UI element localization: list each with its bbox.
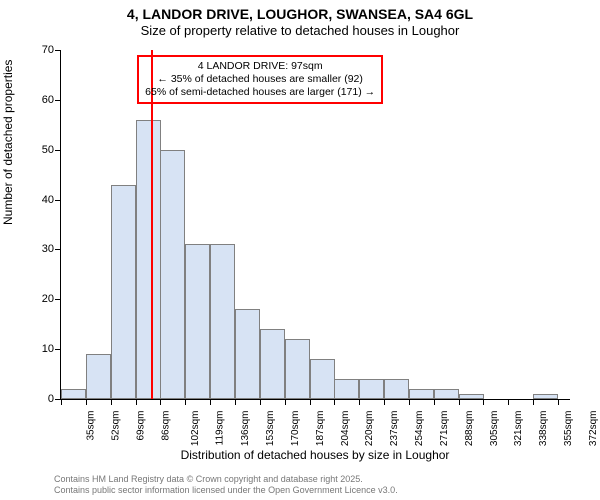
x-tick-label: 136sqm: [240, 411, 251, 447]
y-tick-label: 40: [24, 194, 54, 206]
y-tick-label: 20: [24, 293, 54, 305]
chart-container: { "title": { "line1": "4, LANDOR DRIVE, …: [0, 0, 600, 500]
histogram-bar: [136, 120, 161, 399]
x-tick: [86, 399, 87, 405]
y-tick: [55, 249, 61, 250]
x-tick: [310, 399, 311, 405]
x-tick-label: 372sqm: [588, 411, 599, 447]
x-tick: [434, 399, 435, 405]
x-tick-label: 187sqm: [315, 411, 326, 447]
x-tick-label: 69sqm: [136, 411, 147, 441]
y-tick-label: 0: [24, 393, 54, 405]
histogram-bar: [384, 379, 409, 399]
x-tick: [483, 399, 484, 405]
x-tick-label: 254sqm: [414, 411, 425, 447]
x-tick: [160, 399, 161, 405]
x-tick-label: 237sqm: [389, 411, 400, 447]
y-tick-label: 10: [24, 343, 54, 355]
y-tick: [55, 150, 61, 151]
x-tick-label: 220sqm: [364, 411, 375, 447]
annotation-box: 4 LANDOR DRIVE: 97sqm← 35% of detached h…: [137, 55, 383, 104]
x-tick-label: 204sqm: [340, 411, 351, 447]
x-tick: [111, 399, 112, 405]
histogram-bar: [459, 394, 484, 399]
histogram-bar: [160, 150, 185, 399]
histogram-bar: [86, 354, 111, 399]
attribution-line-2: Contains public sector information licen…: [54, 485, 398, 496]
x-axis-label: Distribution of detached houses by size …: [60, 448, 570, 462]
y-tick: [55, 50, 61, 51]
x-tick-label: 102sqm: [190, 411, 201, 447]
x-tick: [210, 399, 211, 405]
x-tick: [384, 399, 385, 405]
histogram-bar: [185, 244, 210, 399]
x-tick: [359, 399, 360, 405]
histogram-bar: [260, 329, 285, 399]
y-tick-label: 50: [24, 144, 54, 156]
histogram-bar: [210, 244, 235, 399]
histogram-bar: [359, 379, 384, 399]
histogram-bar: [434, 389, 459, 399]
y-tick: [55, 100, 61, 101]
x-tick-label: 338sqm: [538, 411, 549, 447]
x-tick: [459, 399, 460, 405]
x-tick: [61, 399, 62, 405]
x-tick-label: 305sqm: [489, 411, 500, 447]
attribution-text: Contains HM Land Registry data © Crown c…: [54, 474, 398, 496]
x-tick-label: 153sqm: [265, 411, 276, 447]
x-tick: [533, 399, 534, 405]
attribution-line-1: Contains HM Land Registry data © Crown c…: [54, 474, 398, 485]
x-tick: [409, 399, 410, 405]
y-tick: [55, 299, 61, 300]
title-line-1: 4, LANDOR DRIVE, LOUGHOR, SWANSEA, SA4 6…: [0, 6, 600, 22]
y-tick: [55, 349, 61, 350]
histogram-bar: [235, 309, 260, 399]
annotation-line: ← 35% of detached houses are smaller (92…: [145, 73, 375, 86]
x-tick: [508, 399, 509, 405]
histogram-bar: [334, 379, 359, 399]
y-tick: [55, 200, 61, 201]
chart-title: 4, LANDOR DRIVE, LOUGHOR, SWANSEA, SA4 6…: [0, 6, 600, 38]
x-tick: [136, 399, 137, 405]
x-tick-label: 52sqm: [111, 411, 122, 441]
x-tick-label: 170sqm: [290, 411, 301, 447]
title-line-2: Size of property relative to detached ho…: [0, 23, 600, 38]
x-tick: [235, 399, 236, 405]
histogram-bar: [285, 339, 310, 399]
histogram-bar: [310, 359, 335, 399]
x-tick-label: 35sqm: [86, 411, 97, 441]
x-tick: [334, 399, 335, 405]
plot-area: 01020304050607035sqm52sqm69sqm86sqm102sq…: [60, 50, 570, 400]
x-tick-label: 355sqm: [563, 411, 574, 447]
x-tick-label: 288sqm: [464, 411, 475, 447]
x-tick: [260, 399, 261, 405]
y-tick-label: 60: [24, 94, 54, 106]
x-tick-label: 321sqm: [513, 411, 524, 447]
x-tick: [185, 399, 186, 405]
y-axis-label: Number of detached properties: [1, 60, 15, 225]
x-tick: [558, 399, 559, 405]
histogram-bar: [111, 185, 136, 399]
y-tick-label: 70: [24, 44, 54, 56]
x-tick: [285, 399, 286, 405]
x-tick-label: 86sqm: [161, 411, 172, 441]
histogram-bar: [409, 389, 434, 399]
y-tick-label: 30: [24, 243, 54, 255]
histogram-bar: [533, 394, 558, 399]
x-tick-label: 271sqm: [439, 411, 450, 447]
x-tick-label: 119sqm: [214, 411, 225, 446]
histogram-bar: [61, 389, 86, 399]
annotation-line: 65% of semi-detached houses are larger (…: [145, 86, 375, 99]
annotation-line: 4 LANDOR DRIVE: 97sqm: [145, 60, 375, 73]
